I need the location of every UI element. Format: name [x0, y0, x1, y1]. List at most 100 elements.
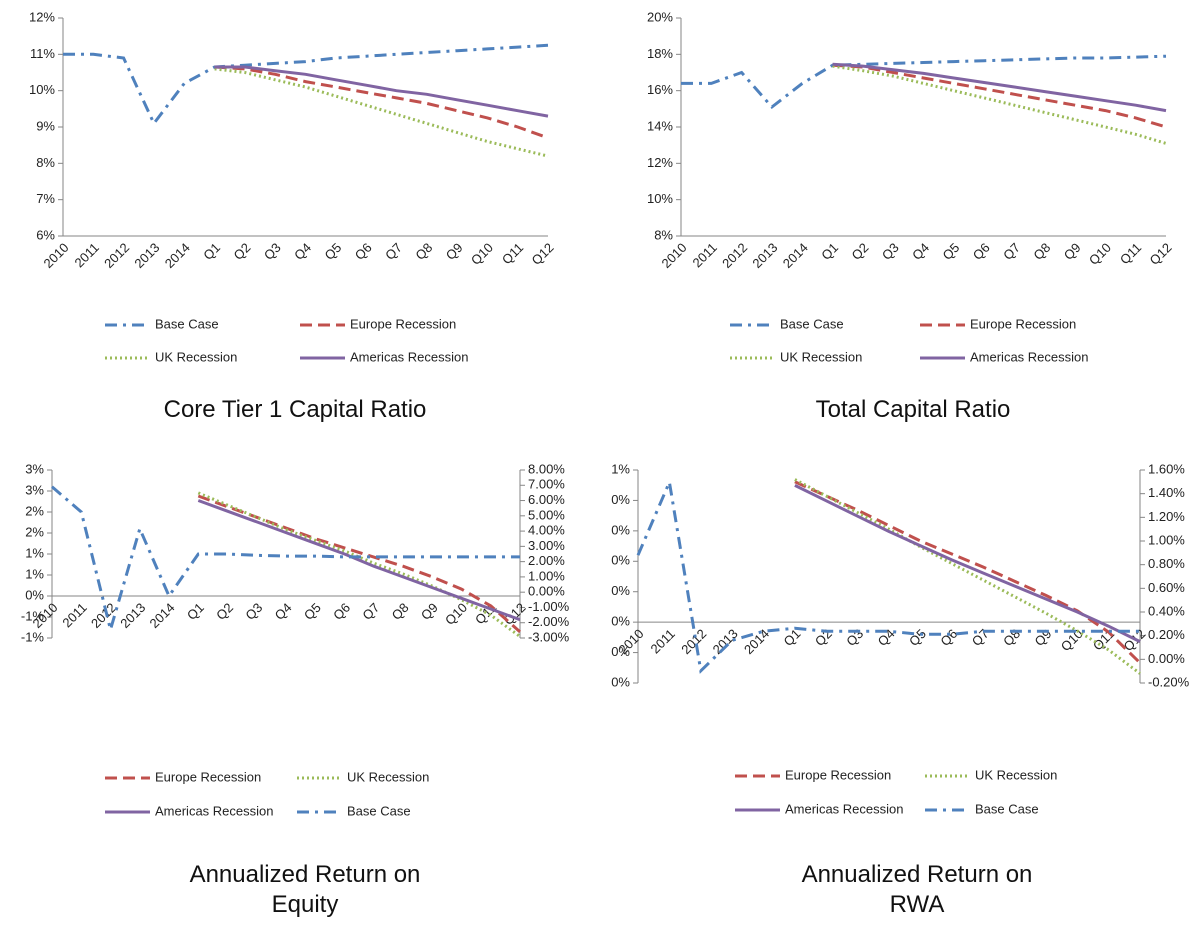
- y-tick-label: -1%: [21, 629, 45, 644]
- y-tick-label: 3%: [25, 461, 44, 476]
- x-tick-label: 2013: [117, 600, 148, 631]
- x-tick-label: 2014: [741, 626, 772, 657]
- x-tick-label: Q5: [906, 626, 929, 649]
- x-tick-label: Q3: [879, 240, 902, 263]
- x-tick-label: Q8: [1000, 626, 1023, 649]
- legend-label: Base Case: [780, 316, 844, 331]
- y2-tick-label: 1.60%: [1148, 461, 1185, 476]
- series-line: [794, 484, 1141, 643]
- legend-label: UK Recession: [155, 349, 237, 364]
- x-tick-label: 2011: [71, 240, 101, 270]
- y2-tick-label: 1.00%: [1148, 532, 1185, 547]
- series-line: [197, 499, 521, 622]
- x-tick-label: Q4: [909, 240, 932, 263]
- x-tick-label: 2014: [146, 600, 177, 631]
- x-tick-label: Q2: [849, 240, 872, 263]
- series-line: [832, 63, 1167, 129]
- y2-tick-label: 6.00%: [528, 492, 565, 507]
- y-tick-label: 1%: [25, 545, 44, 560]
- y2-tick-label: 0.40%: [1148, 603, 1185, 618]
- x-tick-label: 2012: [678, 626, 709, 657]
- x-tick-label: Q2: [231, 240, 254, 263]
- y-tick-label: 0%: [25, 587, 44, 602]
- y2-tick-label: 2.00%: [528, 553, 565, 568]
- y-tick-label: 2%: [25, 524, 44, 539]
- y-tick-label: 9%: [36, 118, 55, 133]
- x-tick-label: Q5: [939, 240, 962, 263]
- series-line: [214, 67, 549, 158]
- legend-label: UK Recession: [780, 349, 862, 364]
- x-tick-label: 2013: [710, 626, 741, 657]
- x-tick-label: 2010: [658, 240, 689, 271]
- y2-tick-label: 1.20%: [1148, 509, 1185, 524]
- y2-tick-label: -3.00%: [528, 629, 570, 644]
- x-tick-label: Q11: [1117, 240, 1144, 267]
- y-tick-label: 0%: [611, 674, 630, 689]
- y-tick-label: 8%: [654, 227, 673, 242]
- y-tick-label: 18%: [647, 46, 673, 61]
- x-tick-label: 2011: [648, 626, 678, 656]
- y2-tick-label: 0.00%: [1148, 651, 1185, 666]
- x-tick-label: Q7: [969, 626, 992, 649]
- x-tick-label: Q10: [1086, 240, 1114, 268]
- x-tick-label: Q4: [272, 600, 295, 623]
- x-tick-label: Q7: [1000, 240, 1023, 263]
- y-tick-label: 10%: [647, 191, 673, 206]
- y2-tick-label: 0.60%: [1148, 580, 1185, 595]
- x-tick-label: 2012: [88, 600, 119, 631]
- legend-label: Base Case: [975, 801, 1039, 816]
- x-tick-label: Q3: [261, 240, 284, 263]
- x-tick-label: 2011: [59, 600, 89, 630]
- x-tick-label: Q12: [529, 240, 557, 268]
- x-tick-label: Q1: [200, 240, 223, 263]
- series-line: [214, 65, 549, 118]
- y-tick-label: 20%: [647, 9, 673, 24]
- legend-label: UK Recession: [347, 769, 429, 784]
- y-tick-label: 7%: [36, 191, 55, 206]
- y2-tick-label: 5.00%: [528, 507, 565, 522]
- x-tick-label: Q8: [412, 240, 435, 263]
- chart-title: Total Capital Ratio: [815, 396, 1011, 423]
- x-tick-label: Q4: [875, 626, 898, 649]
- y-tick-label: 12%: [647, 155, 673, 170]
- y2-tick-label: -1.00%: [528, 599, 570, 614]
- x-tick-label: Q12: [1147, 240, 1175, 268]
- y2-tick-label: -2.00%: [528, 614, 570, 629]
- x-tick-label: 2013: [749, 240, 780, 271]
- x-tick-label: 2011: [689, 240, 719, 270]
- x-tick-label: Q8: [1030, 240, 1053, 263]
- x-tick-label: Q5: [301, 600, 324, 623]
- x-tick-label: 2014: [780, 240, 811, 271]
- series-line: [197, 494, 521, 634]
- y-tick-label: 1%: [611, 461, 630, 476]
- y-tick-label: 0%: [611, 644, 630, 659]
- legend-label: Americas Recession: [785, 801, 904, 816]
- x-tick-label: 2010: [29, 600, 60, 631]
- x-tick-label: Q8: [389, 600, 412, 623]
- y2-tick-label: 8.00%: [528, 461, 565, 476]
- x-tick-label: Q10: [442, 600, 470, 628]
- y-tick-label: 0%: [611, 614, 630, 629]
- x-tick-label: Q9: [443, 240, 466, 263]
- x-tick-label: Q6: [937, 626, 960, 649]
- y-tick-label: 12%: [29, 9, 55, 24]
- y-tick-label: 3%: [25, 482, 44, 497]
- x-tick-label: Q9: [418, 600, 441, 623]
- x-tick-label: Q4: [291, 240, 314, 263]
- x-tick-label: Q2: [213, 600, 236, 623]
- x-tick-label: Q7: [359, 600, 382, 623]
- chart-title: Annualized Return on Equity: [189, 861, 421, 918]
- x-tick-label: 2014: [162, 240, 193, 271]
- y-tick-label: 2%: [25, 503, 44, 518]
- x-tick-label: Q7: [382, 240, 405, 263]
- series-line: [794, 478, 1141, 675]
- y-tick-label: 1%: [25, 566, 44, 581]
- y2-tick-label: 0.80%: [1148, 556, 1185, 571]
- series-line: [636, 476, 1140, 674]
- y-tick-label: 14%: [647, 118, 673, 133]
- y-tick-label: 0%: [611, 492, 630, 507]
- legend-label: Europe Recession: [350, 316, 456, 331]
- y2-tick-label: 1.40%: [1148, 485, 1185, 500]
